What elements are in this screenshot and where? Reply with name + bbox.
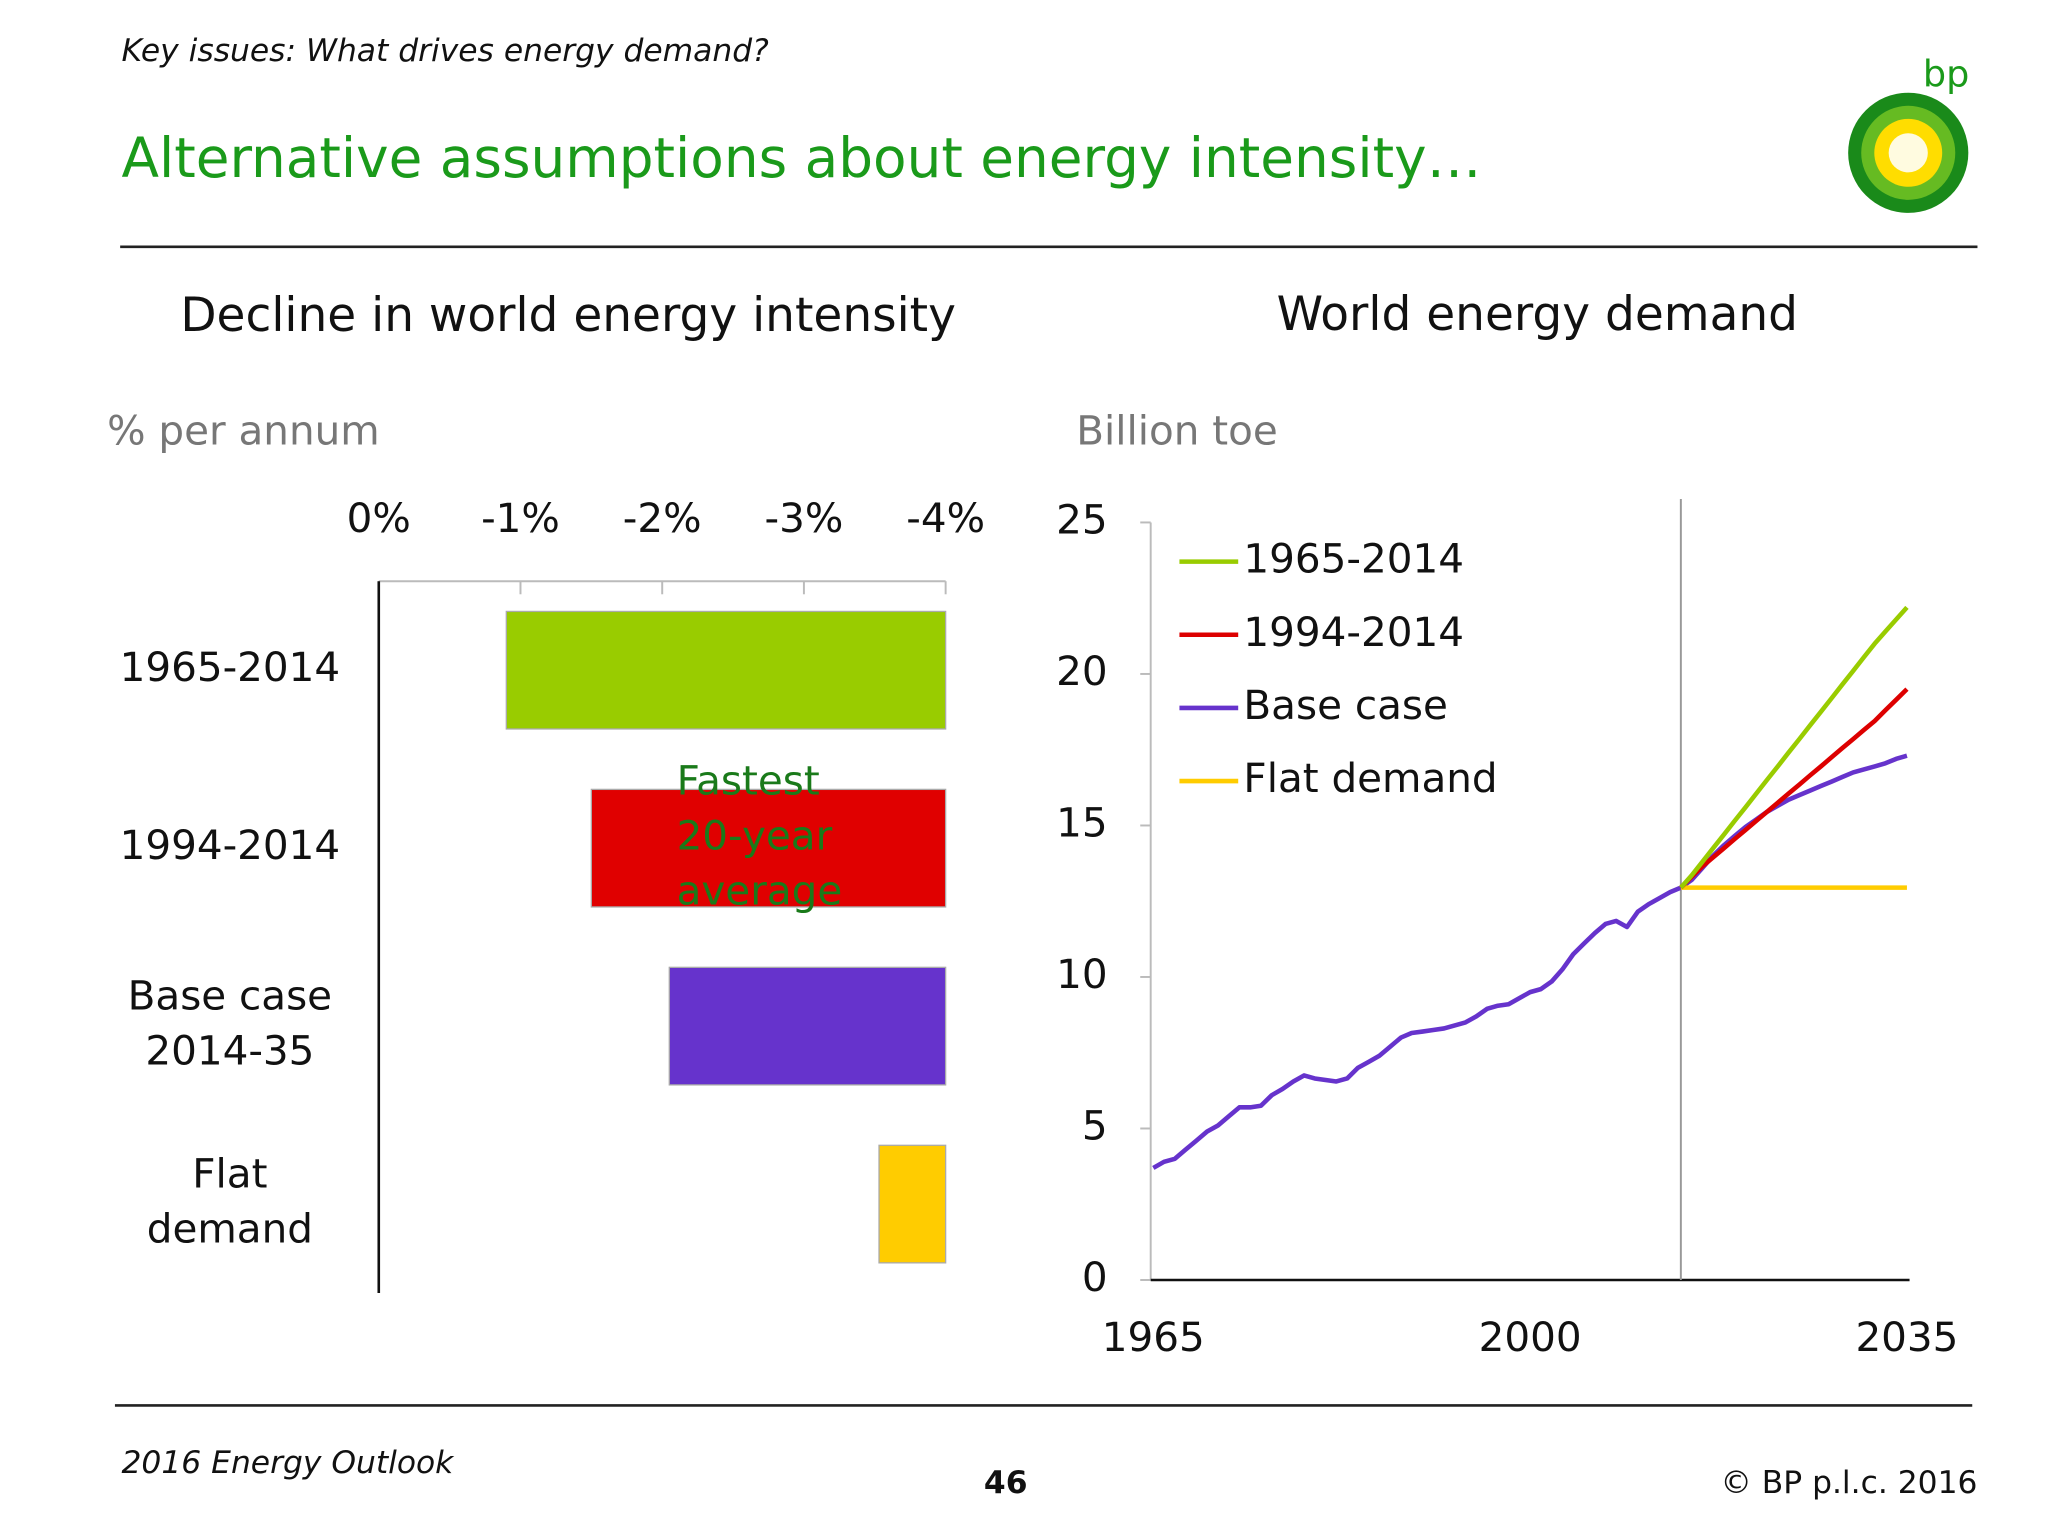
legend-label: Base case <box>1243 681 1447 729</box>
legend-label: 1965-2014 <box>1243 535 1464 583</box>
y-tick-label: 25 <box>1056 495 1108 543</box>
bar <box>878 1144 947 1264</box>
x-tick-label: 2000 <box>1479 1313 1582 1361</box>
y-tick-label: 15 <box>1056 798 1108 846</box>
y-tick-label: 10 <box>1056 950 1108 998</box>
chart-title: World energy demand <box>1277 287 1798 342</box>
x-tick-label: 1965 <box>1102 1313 1205 1361</box>
bar <box>668 966 947 1086</box>
y-tick-label: 5 <box>1082 1101 1108 1149</box>
y-tick-label: 1994-2014 <box>120 821 341 869</box>
axis-label: Billion toe <box>1076 407 1278 455</box>
slide-title: Alternative assumptions about energy int… <box>121 126 1481 190</box>
footer-left: 2016 Energy Outlook <box>121 1445 455 1481</box>
legend-label: Flat demand <box>1243 754 1497 802</box>
y-tick-label: 20 <box>1056 647 1108 695</box>
x-tick-label: -3% <box>765 494 844 542</box>
chart-title: Decline in world energy intensity <box>180 288 956 343</box>
logo-text: bp <box>1923 52 1969 95</box>
x-tick-label: -2% <box>623 494 702 542</box>
section-label: Key issues: What drives energy demand? <box>121 33 769 69</box>
bar <box>505 610 947 730</box>
x-tick-label: -4% <box>906 494 985 542</box>
axis-label: % per annum <box>107 407 380 455</box>
y-tick-label: 1965-2014 <box>120 643 341 691</box>
y-tick-label: Flat demand <box>147 1150 313 1253</box>
page-number: 46 <box>984 1465 1028 1501</box>
x-tick-label: 0% <box>347 494 411 542</box>
logo <box>1848 92 1969 213</box>
annotation: Fastest 20-year average <box>677 757 843 915</box>
y-tick-label: 0 <box>1082 1253 1108 1301</box>
x-tick-label: 2035 <box>1855 1313 1958 1361</box>
y-tick-label: Base case 2014-35 <box>128 972 332 1075</box>
series-line <box>1152 753 1908 1170</box>
x-tick-label: -1% <box>481 494 560 542</box>
footer-right: © BP p.l.c. 2016 <box>1720 1465 1977 1501</box>
series-line <box>1679 605 1909 890</box>
series-line <box>1679 687 1909 890</box>
legend-label: 1994-2014 <box>1243 608 1464 656</box>
bar <box>590 788 947 908</box>
